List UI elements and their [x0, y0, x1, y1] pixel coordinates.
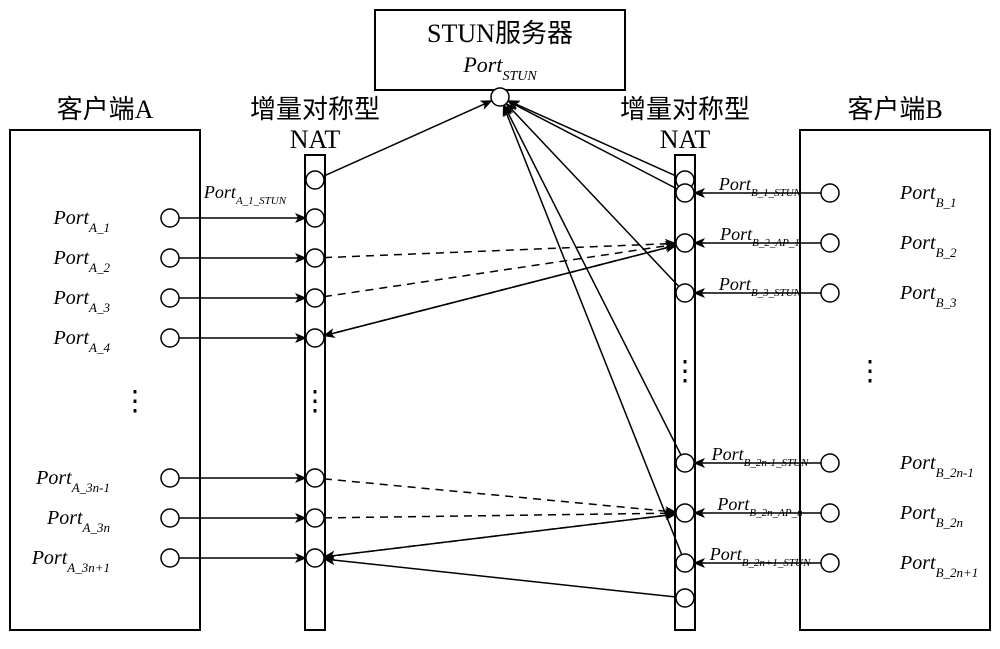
- nat-a-title1: 增量对称型: [250, 95, 380, 124]
- nat-b-port-7: [676, 589, 694, 607]
- client-b-port-4: [821, 504, 839, 522]
- stun-port: [491, 88, 509, 106]
- client-b-port-label-5: PortB_2n+1: [899, 552, 978, 580]
- nat-a-port-2: [306, 249, 324, 267]
- nat-b-edge-label-5: PortB_2n+1_STUN: [709, 544, 811, 569]
- client-a-title: 客户端A: [57, 95, 154, 124]
- nat-b-port-5: [676, 504, 694, 522]
- nat-a-vdots: ⋮: [301, 386, 329, 417]
- client-a-port-label-3: PortA_4: [52, 327, 110, 355]
- nat-b-port-3: [676, 284, 694, 302]
- nat-b-port-6: [676, 554, 694, 572]
- nat-b-edge-label-0: PortB_1_STUN: [718, 174, 802, 199]
- client-b-port-label-0: PortB_1: [899, 182, 957, 210]
- edge-27: [324, 559, 676, 597]
- client-a-port-label-6: PortA_3n+1: [31, 547, 110, 575]
- client-a-port-label-5: PortA_3n: [46, 507, 110, 535]
- nat-b-title2: NAT: [660, 125, 711, 154]
- client-a-port-5: [161, 509, 179, 527]
- client-b-port-5: [821, 554, 839, 572]
- edge-20: [324, 244, 676, 296]
- nat-b-edge-label-3: PortB_2n-1_STUN: [711, 444, 809, 469]
- nat-a-port-7: [306, 549, 324, 567]
- client-a-port-label-1: PortA_2: [52, 247, 110, 275]
- nat-a-port-3: [306, 289, 324, 307]
- nat-b-edge-label-1: PortB_2_AP_1: [719, 224, 800, 249]
- client-b-port-3: [821, 454, 839, 472]
- client-a-vdots: ⋮: [121, 386, 149, 417]
- edge-25: [324, 245, 677, 336]
- edge-22: [324, 479, 676, 512]
- edge-26: [324, 514, 676, 557]
- client-b-port-0: [821, 184, 839, 202]
- client-a-port-label-0: PortA_1: [52, 207, 110, 235]
- client-a-port-label-4: PortA_3n-1: [35, 467, 110, 495]
- client-b-title: 客户端B: [847, 95, 942, 124]
- nat-a-port-6: [306, 509, 324, 527]
- nat-a-port-0: [306, 171, 324, 189]
- edge-23: [324, 513, 676, 518]
- client-b-port-label-3: PortB_2n-1: [899, 452, 974, 480]
- nat-b-edge-label-2: PortB_3_STUN: [718, 274, 802, 299]
- client-b-port-label-1: PortB_2: [899, 232, 957, 260]
- client-b-port-2: [821, 284, 839, 302]
- nat-b-vdots: ⋮: [671, 356, 699, 387]
- client-b-vdots: ⋮: [856, 356, 884, 387]
- client-b-port-1: [821, 234, 839, 252]
- network-diagram: STUN服务器 PortSTUN 客户端A PortA_1 PortA_2 PortA_3…: [0, 0, 1000, 649]
- nat-b-port-1: [676, 184, 694, 202]
- client-a-port-3: [161, 329, 179, 347]
- client-a-port-2: [161, 289, 179, 307]
- edge-5: [503, 105, 681, 554]
- edge-19: [324, 243, 676, 257]
- nat-a-port-1: [306, 209, 324, 227]
- client-a-port-4: [161, 469, 179, 487]
- client-a-port-0: [161, 209, 179, 227]
- client-a-port-label-2: PortA_3: [52, 287, 110, 315]
- edge-4: [504, 105, 681, 455]
- stun-title: STUN服务器: [427, 19, 573, 48]
- nat-a-port-5: [306, 469, 324, 487]
- nat-a-port-4: [306, 329, 324, 347]
- nat-a-edge-label: PortA_1_STUN: [203, 182, 287, 207]
- client-b-port-label-4: PortB_2n: [899, 502, 963, 530]
- nat-b-port-2: [676, 234, 694, 252]
- client-b-port-label-2: PortB_3: [899, 282, 957, 310]
- nat-b-edge-label-4: PortB_2n_AP_n: [716, 494, 803, 519]
- client-a-port-1: [161, 249, 179, 267]
- nat-b-title1: 增量对称型: [620, 95, 750, 124]
- edge-3: [506, 104, 679, 287]
- nat-a-title2: NAT: [290, 125, 341, 154]
- nat-b-port-4: [676, 454, 694, 472]
- stun-port-label: PortSTUN: [462, 52, 537, 84]
- client-a-port-6: [161, 549, 179, 567]
